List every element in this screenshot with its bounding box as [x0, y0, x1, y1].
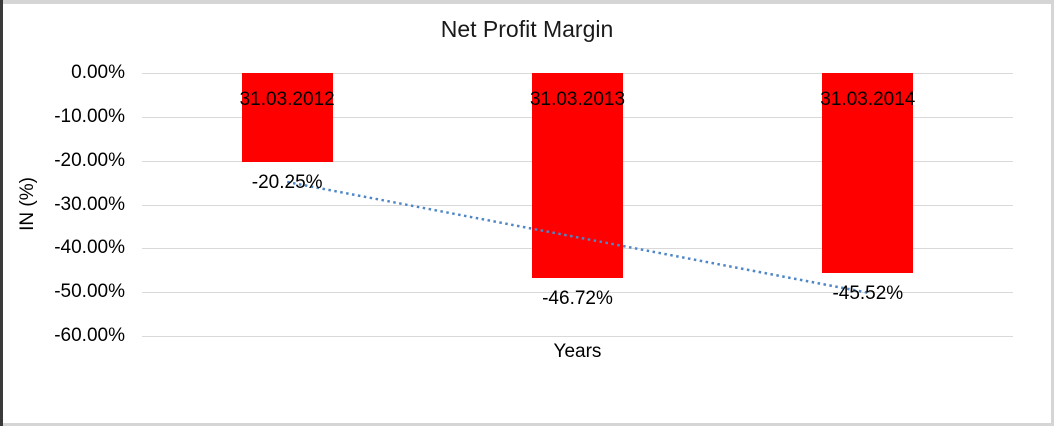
value-label: -45.52% [832, 282, 904, 304]
value-label: -20.25% [251, 171, 323, 193]
bar [241, 73, 333, 162]
x-axis-title: Years [553, 341, 602, 362]
gridline [142, 336, 1013, 337]
bar [532, 73, 623, 278]
y-tick-label: -40.00% [54, 237, 125, 259]
value-label: -46.72% [542, 287, 613, 309]
gridline [142, 292, 1013, 294]
y-tick-label: -30.00% [54, 193, 125, 215]
category-label: 31.03.2013 [529, 89, 626, 110]
bar [822, 73, 914, 273]
y-tick-label: 0.00% [71, 62, 125, 83]
trendline-dotted-line [286, 180, 869, 294]
category-label: 31.03.2014 [820, 89, 916, 110]
y-tick-label: -50.00% [54, 281, 125, 303]
chart-title: Net Profit Margin [440, 16, 614, 42]
y-tick-label: -10.00% [54, 105, 125, 127]
y-tick-label: -60.00% [54, 325, 125, 346]
category-label: 31.03.2012 [239, 89, 335, 110]
trendline [286, 180, 869, 294]
y-tick-label: -20.00% [54, 149, 125, 171]
